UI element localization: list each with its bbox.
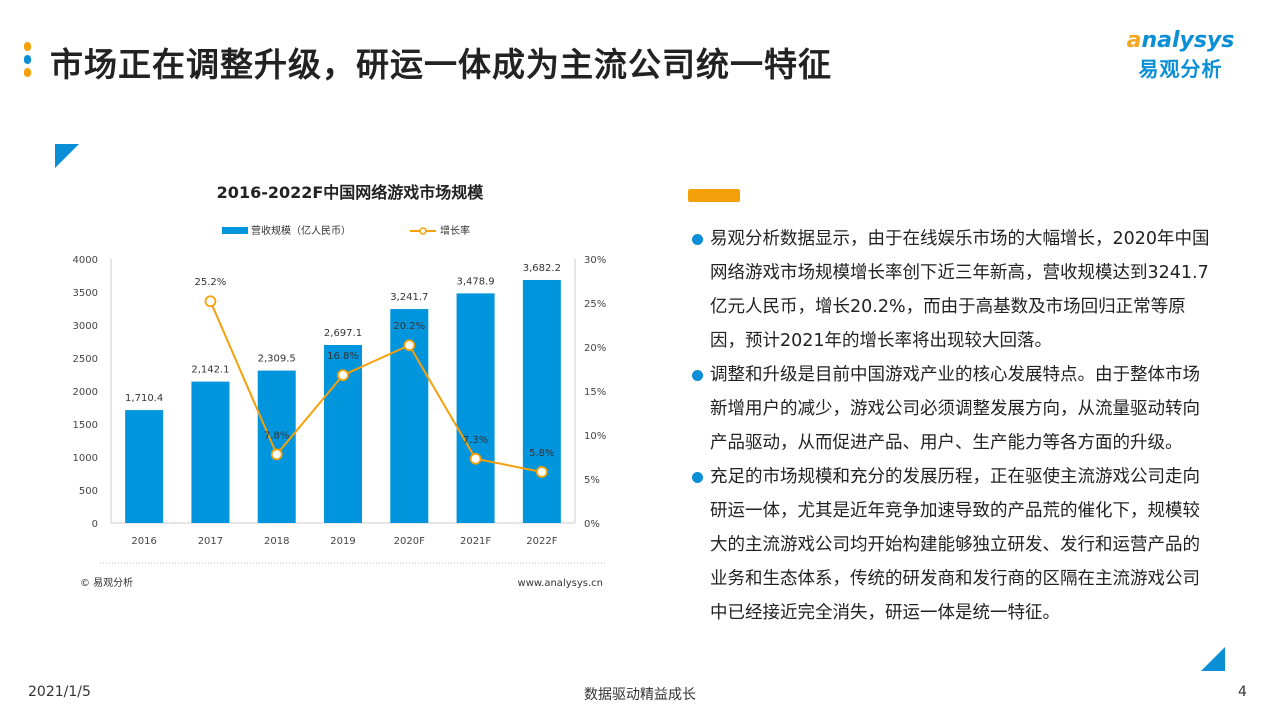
bar (125, 410, 164, 523)
growth-value-label: 16.8% (327, 351, 359, 362)
growth-point (469, 452, 482, 465)
legend-line-marker (419, 227, 427, 235)
bar-value-label: 3,682.2 (523, 263, 561, 274)
right-tick-label: 20% (584, 343, 606, 354)
right-tick-label: 25% (584, 299, 606, 310)
right-tick-label: 30% (584, 255, 606, 266)
bullet-item: 充足的市场规模和充分的发展历程，正在驱使主流游戏公司走向研运一体，尤其是近年竞争… (690, 460, 1210, 630)
bar-value-label: 3,241.7 (390, 292, 428, 303)
bullet-icon (692, 472, 703, 483)
growth-value-label: 5.8% (529, 448, 554, 459)
left-tick-label: 2000 (73, 387, 98, 398)
footer-slogan: 数据驱动精益成长 (584, 687, 696, 703)
growth-line (209, 300, 543, 473)
x-tick-label: 2022F (526, 536, 557, 547)
bullet-item: 调整和升级是目前中国游戏产业的核心发展特点。由于整体市场新增用户的减少，游戏公司… (690, 358, 1210, 460)
bar (257, 370, 296, 523)
left-tick-label: 0 (92, 519, 98, 530)
bar-value-label: 1,710.4 (125, 393, 163, 404)
growth-value-label: 7.3% (463, 435, 488, 446)
left-tick-label: 1000 (73, 453, 98, 464)
bar (191, 381, 230, 523)
right-tick-label: 5% (584, 475, 600, 486)
x-tick-label: 2021F (460, 536, 491, 547)
bullet-list: 易观分析数据显示，由于在线娱乐市场的大幅增长，2020年中国网络游戏市场规模增长… (690, 222, 1210, 630)
growth-point (204, 295, 217, 308)
chart-website: www.analysys.cn (518, 578, 603, 589)
legend-line-label: 增长率 (440, 224, 470, 237)
x-tick-label: 2017 (198, 536, 223, 547)
growth-point (535, 466, 548, 478)
growth-point (403, 339, 416, 352)
left-tick-label: 3000 (73, 321, 98, 332)
logo-en: analysys (1126, 28, 1235, 53)
right-tick-label: 0% (584, 519, 600, 530)
chart-title: 2016-2022F中国网络游戏市场规模 (217, 183, 485, 202)
bar-value-label: 3,478.9 (456, 276, 494, 287)
bar (456, 293, 495, 523)
left-tick-label: 500 (79, 486, 98, 497)
bullet-icon (692, 370, 703, 381)
growth-value-label: 25.2% (195, 277, 227, 288)
market-size-chart: 2016-2022F中国网络游戏市场规模 营收规模（亿人民币） 增长率 0 500… (73, 183, 607, 589)
logo-cn: 易观分析 (1138, 57, 1223, 81)
legend-bar-swatch (222, 227, 248, 234)
corner-triangle-icon (1201, 647, 1225, 671)
left-tick-label: 2500 (73, 354, 98, 365)
x-tick-label: 2018 (264, 536, 289, 547)
corner-triangle-icon (55, 144, 79, 168)
page-number: 4 (1238, 684, 1247, 700)
growth-point (337, 369, 349, 382)
left-tick-label: 1500 (73, 420, 98, 431)
x-tick-label: 2020F (394, 536, 425, 547)
title-dots (24, 42, 32, 81)
bar-value-label: 2,697.1 (324, 328, 362, 339)
chart-source: © 易观分析 (80, 576, 133, 589)
bar (522, 279, 561, 523)
right-tick-label: 10% (584, 431, 606, 442)
growth-point (270, 448, 283, 461)
page-title: 市场正在调整升级，研运一体成为主流公司统一特征 (50, 45, 832, 84)
right-tick-label: 15% (584, 387, 606, 398)
bullet-icon (692, 234, 703, 245)
analysys-logo: analysys 易观分析 (1118, 28, 1243, 82)
bar-value-label: 2,142.1 (191, 365, 229, 376)
bar-value-label: 2,309.5 (258, 354, 296, 365)
x-tick-label: 2016 (131, 536, 156, 547)
section-marker (688, 189, 740, 202)
left-tick-label: 4000 (73, 255, 98, 266)
legend-bar-label: 营收规模（亿人民币） (251, 224, 351, 237)
left-tick-label: 3500 (73, 288, 98, 299)
bullet-item: 易观分析数据显示，由于在线娱乐市场的大幅增长，2020年中国网络游戏市场规模增长… (690, 222, 1210, 358)
growth-value-label: 20.2% (393, 321, 425, 332)
x-tick-label: 2019 (330, 536, 355, 547)
growth-value-label: 7.8% (264, 430, 289, 441)
footer-date: 2021/1/5 (28, 684, 91, 700)
